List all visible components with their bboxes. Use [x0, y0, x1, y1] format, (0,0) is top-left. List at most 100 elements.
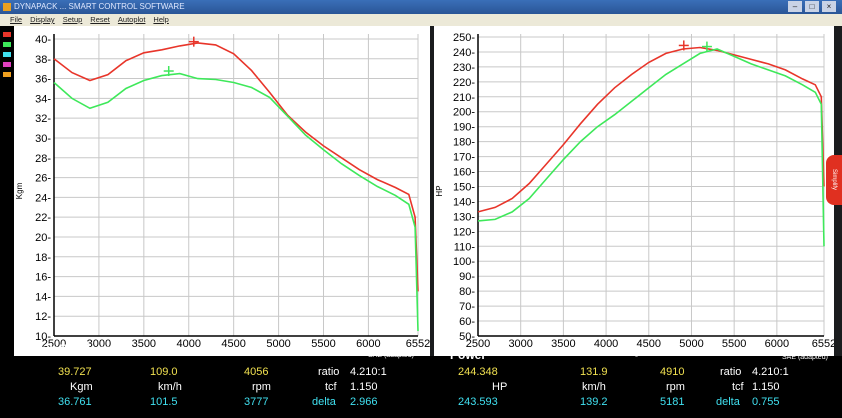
x-tick-label: 3000 [508, 338, 532, 350]
x-tick-label: 3000 [87, 338, 111, 350]
torque-tcf-label: tcf [325, 381, 337, 393]
y-tick-label: 32- [35, 113, 51, 125]
torque-readout-xlabel: Engine RPM [205, 346, 252, 355]
window-title: DYNAPACK ... SMART CONTROL SOFTWARE [14, 2, 185, 11]
torque-tcf-value: 1.150 [350, 381, 378, 393]
y-tick-label: 30- [35, 133, 51, 145]
run3-swatch[interactable] [3, 52, 11, 57]
torque-speed-unit: km/h [158, 381, 182, 393]
power-delta-label: delta [716, 396, 740, 408]
y-tick-label: 130- [453, 211, 475, 223]
pwr-svg: 2500 3000 3500 4000 4500 5000 5500 6000 6552 50- 6… [434, 26, 834, 356]
torque-ratio-label: ratio [318, 366, 340, 378]
y-tick-label: 240- [453, 47, 475, 59]
y-tick-label: 18- [35, 252, 51, 264]
peak-marker-2 [701, 41, 712, 52]
peak-marker-1 [188, 36, 199, 47]
menu-bar: File Display Setup Reset Autoplot Help [0, 14, 842, 26]
x-tick-label: 6552 [812, 338, 834, 350]
menu-setup[interactable]: Setup [62, 15, 83, 24]
power-unit: HP [492, 381, 508, 393]
y-tick-label: 16- [35, 272, 51, 284]
y-tick-label: 210- [453, 92, 475, 104]
torque-sae-note: SAE (adapted) [368, 352, 414, 359]
series-line-2 [477, 48, 825, 247]
run5-swatch[interactable] [3, 72, 11, 77]
title-bar: DYNAPACK ... SMART CONTROL SOFTWARE – □ … [0, 0, 842, 14]
torque-run1-speed: 109.0 [150, 366, 178, 378]
torque-readout-title: AxleTrq/Ratio [34, 342, 112, 356]
power-readout-title: Power [450, 348, 487, 362]
y-tick-label: 34- [35, 93, 51, 105]
x-tick-label: 5500 [722, 338, 746, 350]
run1-swatch[interactable] [3, 32, 11, 37]
torque-delta-value: 2.966 [350, 396, 378, 408]
menu-help[interactable]: Help [153, 15, 169, 24]
app-icon [3, 3, 11, 11]
power-readout-xlabel: Engine RPM [624, 348, 671, 357]
y-tick-label: 250- [453, 32, 475, 44]
y-tick-label: 20- [35, 232, 51, 244]
y-tick-label: 150- [453, 181, 475, 193]
torque-run2-value: 36.761 [58, 396, 92, 408]
run2-swatch[interactable] [3, 42, 11, 47]
torque-run1-value: 39.727 [58, 366, 92, 378]
power-rpm-unit: rpm [666, 381, 685, 393]
y-tick-label: 10- [35, 331, 51, 343]
y-tick-label: 80- [459, 286, 475, 298]
torque-run1-rpm: 4056 [244, 366, 269, 378]
torque-unit: Kgm [70, 381, 93, 393]
torque-ratio-value: 4.210:1 [350, 366, 387, 378]
maximize-button[interactable]: □ [805, 1, 819, 12]
y-tick-label: 170- [453, 152, 475, 164]
power-ratio-value: 4.210:1 [752, 366, 789, 378]
y-tick-label: 12- [35, 311, 51, 323]
x-tick-label: 4500 [221, 338, 245, 350]
y-tick-label: 26- [35, 173, 51, 185]
series-line-1 [53, 42, 419, 292]
y-tick-label: 180- [453, 137, 475, 149]
peak-marker-2 [163, 66, 174, 77]
x-tick-label: 6000 [765, 338, 789, 350]
torque-delta-label: delta [312, 396, 336, 408]
menu-autoplot[interactable]: Autoplot [117, 15, 146, 24]
run4-swatch[interactable] [3, 62, 11, 67]
torque-run2-rpm: 3777 [244, 396, 269, 408]
menu-reset[interactable]: Reset [90, 15, 110, 24]
x-tick-label: 3500 [551, 338, 575, 350]
y-tick-label: 36- [35, 74, 51, 86]
simplify-tab[interactable]: Simplify [826, 155, 842, 205]
y-tick-label: 190- [453, 122, 475, 134]
readout-panel: AxleTrq/Ratio Engine RPM SAE (adapted) 3… [0, 342, 842, 418]
y-tick-label: 200- [453, 107, 475, 119]
y-tick-label: 230- [453, 62, 475, 74]
x-tick-label: 5000 [679, 338, 703, 350]
menu-display[interactable]: Display [30, 15, 55, 24]
y-tick-label: 160- [453, 167, 475, 179]
power-chart[interactable]: 2500 3000 3500 4000 4500 5000 5500 6000 6552 50- 6… [434, 26, 834, 356]
y-tick-label: 100- [453, 256, 475, 268]
x-tick-label: 6000 [356, 338, 380, 350]
y-tick-label: 38- [35, 54, 51, 66]
power-run2-value: 243.593 [458, 396, 498, 408]
peak-marker-1 [678, 40, 689, 51]
series-line-2 [53, 72, 419, 332]
minimize-button[interactable]: – [788, 1, 802, 12]
y-tick-label: 22- [35, 212, 51, 224]
y-tick-label: 70- [459, 301, 475, 313]
power-sae-note: SAE (adapted) [782, 354, 828, 361]
y-tick-label: 220- [453, 77, 475, 89]
power-run2-speed: 139.2 [580, 396, 608, 408]
y-tick-label: 24- [35, 192, 51, 204]
y-tick-label: 28- [35, 153, 51, 165]
x-tick-label: 2500 [42, 338, 66, 350]
x-tick-label: 3500 [132, 338, 156, 350]
y-tick-label: 50- [459, 331, 475, 343]
y-tick-label: 110- [454, 241, 476, 253]
close-button[interactable]: × [822, 1, 836, 12]
y-tick-label: 40- [35, 34, 51, 46]
trq-svg: 2500 3000 3500 4000 4500 5000 5500 6000 6552 10- 1… [14, 26, 430, 356]
menu-file[interactable]: File [10, 15, 23, 24]
torque-chart[interactable]: 2500 3000 3500 4000 4500 5000 5500 6000 6552 10- 1… [14, 26, 430, 356]
y-tick-label: 140- [453, 196, 475, 208]
